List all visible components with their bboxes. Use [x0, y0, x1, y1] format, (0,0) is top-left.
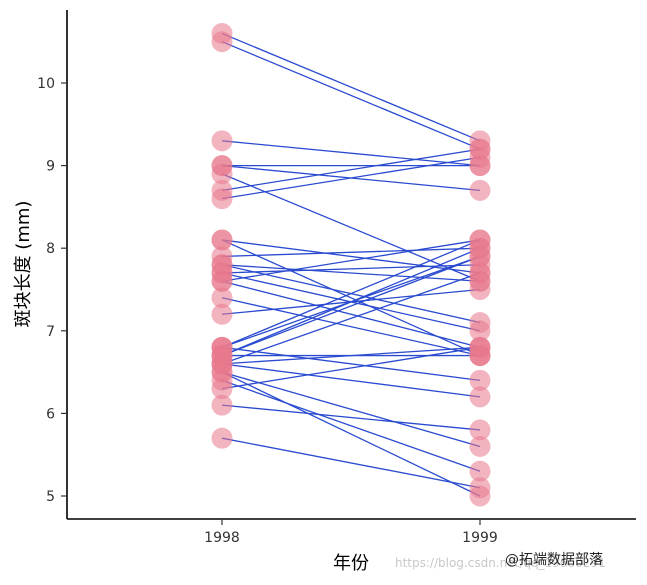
- pair-line-17: [221, 280, 481, 348]
- x-tick-label-1998: 1998: [204, 530, 240, 546]
- y-ticks: 5 6 7 8 9 10: [37, 76, 67, 505]
- point-1999-28: [469, 386, 491, 408]
- pair-line-24: [221, 255, 481, 357]
- pair-line-29: [221, 371, 481, 448]
- point-1999-14: [469, 320, 491, 342]
- point-1998-34: [211, 427, 233, 449]
- point-1999-22: [469, 369, 491, 391]
- data-points: [211, 22, 491, 507]
- point-1998-3: [211, 130, 233, 152]
- pair-line-20: [221, 239, 481, 348]
- point-1999-8: [469, 146, 491, 168]
- pair-line-34: [221, 437, 481, 489]
- pair-line-6: [221, 173, 481, 282]
- y-tick-label-7: 7: [46, 324, 55, 340]
- point-1999-5: [469, 179, 491, 201]
- pair-line-30: [221, 371, 481, 497]
- pair-line-22: [221, 346, 481, 382]
- pair-line-3: [221, 140, 481, 167]
- pair-line-1: [221, 32, 481, 142]
- point-1998-19: [211, 303, 233, 325]
- watermark-url: https://blog.csdn.net/qq_19600291: [395, 556, 606, 570]
- pair-line-16: [221, 239, 481, 282]
- x-ticks: 1998 1999: [204, 519, 498, 546]
- pair-line-31: [221, 379, 481, 472]
- pair-line-32: [221, 346, 481, 390]
- point-1999-19: [469, 279, 491, 300]
- point-1999-29: [469, 435, 491, 457]
- pair-line-8: [221, 156, 481, 200]
- pair-line-28: [221, 363, 481, 398]
- point-1998-6: [211, 163, 233, 185]
- pair-line-23: [221, 247, 481, 357]
- pair-line-11: [221, 247, 481, 258]
- pair-line-10: [221, 239, 481, 357]
- pair-line-27: [221, 346, 481, 365]
- pair-line-33: [221, 404, 481, 431]
- point-1998-32: [211, 378, 233, 400]
- point-1998-2: [211, 31, 233, 53]
- connecting-lines: [221, 32, 481, 497]
- y-tick-label-9: 9: [46, 159, 55, 175]
- y-axis-title: 斑块长度 (mm): [13, 201, 34, 328]
- point-1999-34: [469, 477, 491, 499]
- pair-line-2: [221, 41, 481, 150]
- pair-line-7: [221, 148, 481, 192]
- point-1998-33: [211, 394, 233, 416]
- y-tick-label-5: 5: [46, 489, 55, 505]
- point-1998-8: [211, 188, 233, 210]
- point-1998-10: [211, 229, 233, 251]
- x-tick-label-1999: 1999: [462, 530, 498, 546]
- point-1999-32: [469, 336, 491, 358]
- y-tick-label-6: 6: [46, 406, 55, 422]
- point-1998-18: [211, 287, 233, 309]
- pair-line-9: [221, 239, 481, 274]
- point-1999-33: [469, 419, 491, 441]
- point-1999-24: [469, 245, 491, 267]
- y-tick-label-8: 8: [46, 241, 55, 257]
- point-1999-31: [469, 460, 491, 482]
- y-tick-label-10: 10: [37, 76, 55, 92]
- watermark-brand: @拓端数据部落: [505, 552, 603, 568]
- pair-line-12: [221, 264, 481, 282]
- point-1998-17: [211, 270, 233, 292]
- pair-line-18: [221, 297, 481, 357]
- pair-line-26: [221, 272, 481, 365]
- point-1999-26: [469, 262, 491, 284]
- x-axis-title: 年份: [333, 553, 369, 574]
